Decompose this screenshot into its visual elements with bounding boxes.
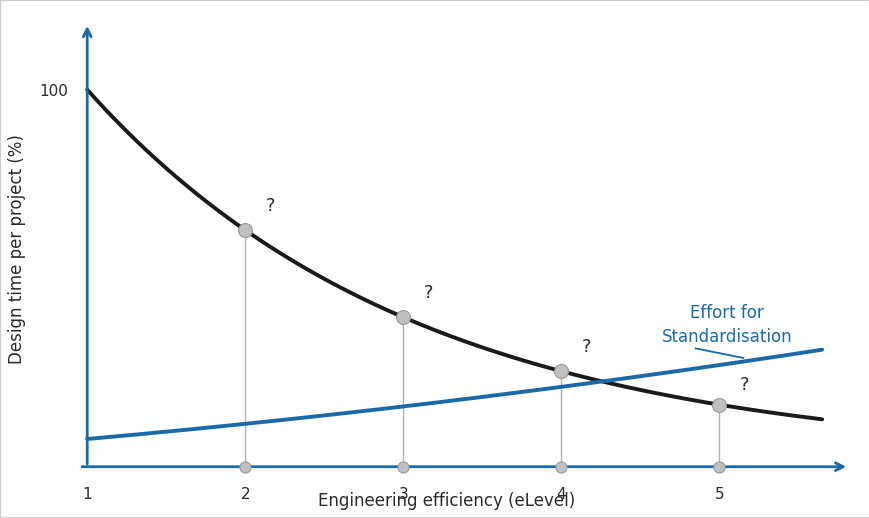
X-axis label: Engineering efficiency (eLevel): Engineering efficiency (eLevel) <box>318 492 574 510</box>
Text: 1: 1 <box>83 487 92 502</box>
Y-axis label: Design time per project (%): Design time per project (%) <box>9 134 26 364</box>
Text: 100: 100 <box>39 84 68 99</box>
Text: ?: ? <box>581 338 591 356</box>
Text: ?: ? <box>266 197 275 215</box>
Text: 4: 4 <box>556 487 566 502</box>
Text: ?: ? <box>740 376 748 394</box>
Text: 2: 2 <box>240 487 249 502</box>
Text: 5: 5 <box>713 487 723 502</box>
Text: 3: 3 <box>398 487 408 502</box>
Text: ?: ? <box>423 284 433 303</box>
Text: Effort for
Standardisation: Effort for Standardisation <box>661 304 792 346</box>
